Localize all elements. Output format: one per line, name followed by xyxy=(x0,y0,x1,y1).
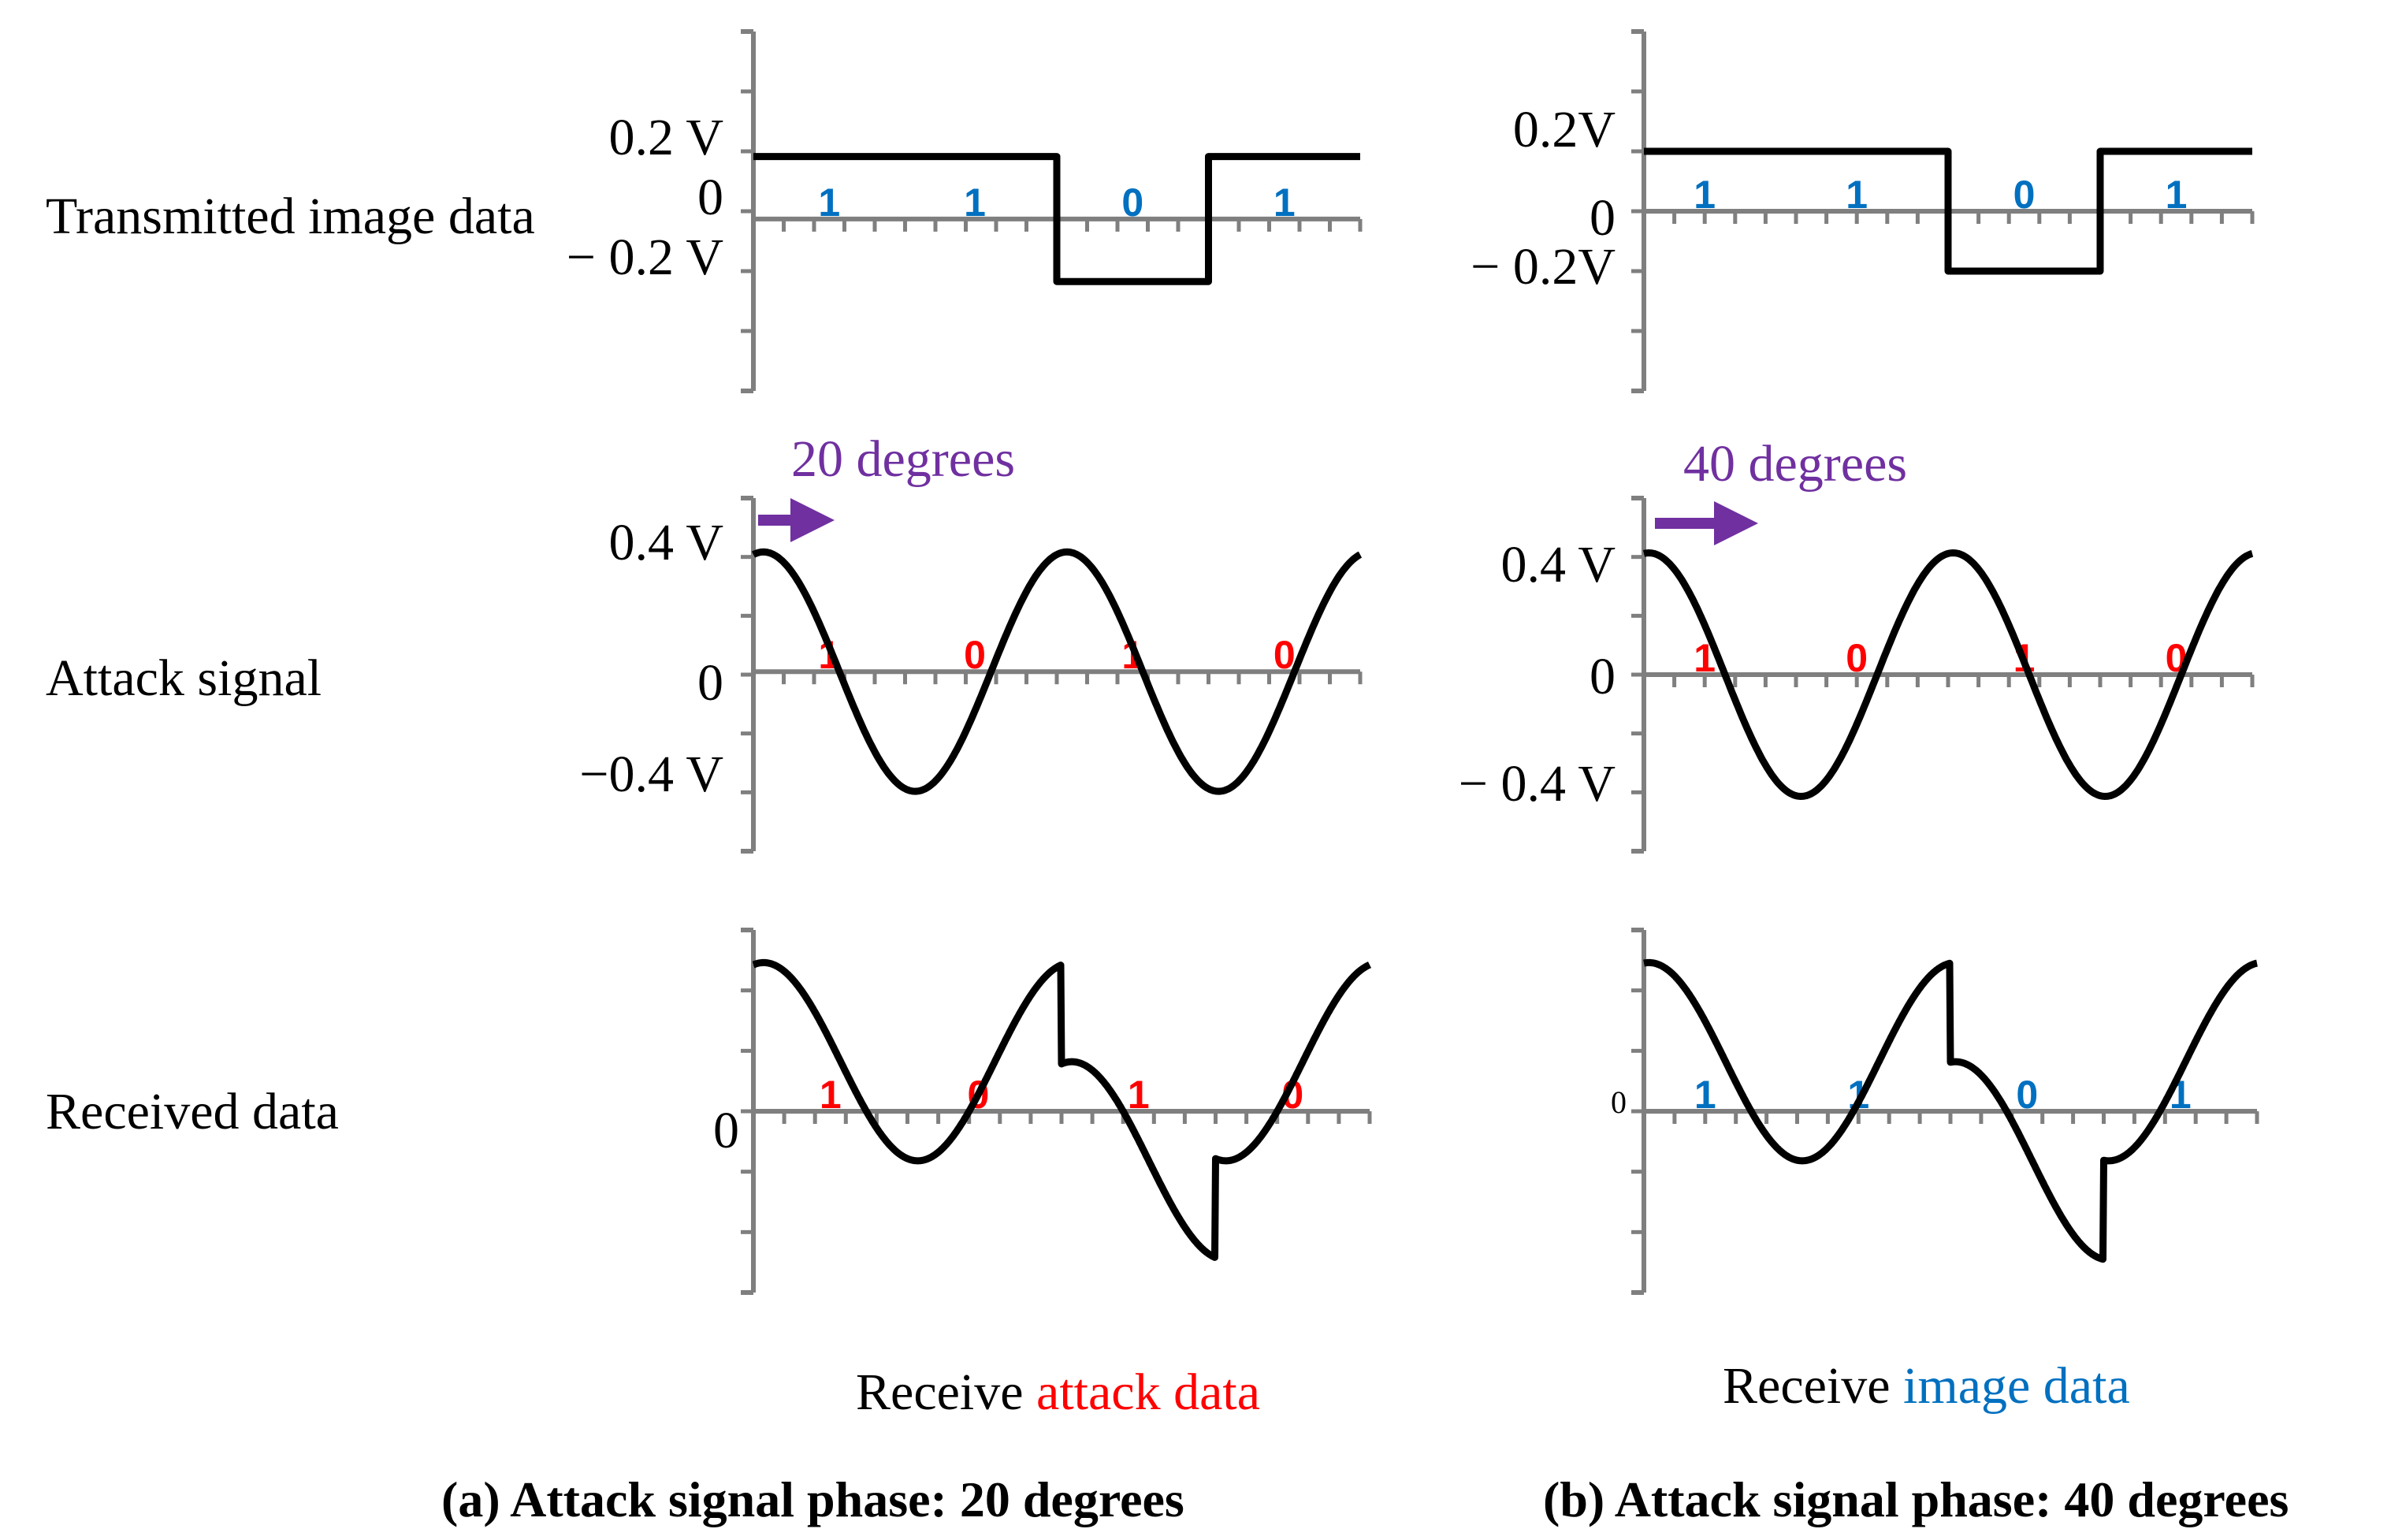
bit-label: 0 xyxy=(1121,180,1143,225)
plot-a-transmitted: 0.2 V0− 0.2 V1 1 0 1 xyxy=(567,29,1363,393)
result-note-b-highlight: image data xyxy=(1903,1357,2130,1415)
result-note-b-prefix: Receive xyxy=(1723,1357,1903,1415)
bit-label: 0 xyxy=(2016,1073,2038,1117)
y-tick-label: 0 xyxy=(1590,189,1616,247)
bit-label: 0 xyxy=(964,633,986,677)
bit-label: 1 xyxy=(818,180,840,225)
transmitted-trace xyxy=(753,153,1360,285)
y-tick-label: 0.2 V xyxy=(609,109,723,166)
bit-label: 0 xyxy=(2013,173,2036,217)
bit-label: 1 xyxy=(2166,173,2188,217)
bit-label: 1 xyxy=(964,180,986,225)
y-tick-label: 0.4 V xyxy=(609,514,723,571)
row-label-transmitted: Transmitted image data xyxy=(46,188,535,245)
y-tick-label: 0.2V xyxy=(1513,101,1616,158)
bit-label: 1 xyxy=(1128,1073,1150,1117)
y-tick-label: 0.4 V xyxy=(1501,536,1616,593)
caption-b: (b) Attack signal phase: 40 degrees xyxy=(1543,1471,2289,1527)
received-trace xyxy=(750,958,1373,1261)
row-label-received: Received data xyxy=(46,1083,339,1140)
phase-label-b: 40 degrees xyxy=(1683,435,1907,493)
transmitted-trace xyxy=(1644,147,2252,275)
result-note-a-prefix: Receive xyxy=(856,1363,1036,1421)
y-tick-label: − 0.4 V xyxy=(1459,755,1616,813)
y-tick-label: 0 xyxy=(1611,1084,1627,1120)
result-note-a-highlight: attack data xyxy=(1036,1363,1260,1421)
caption-a: (a) Attack signal phase: 20 degrees xyxy=(441,1471,1184,1527)
result-note-a: Receive attack data xyxy=(856,1363,1260,1421)
y-tick-label: 0 xyxy=(713,1102,739,1159)
attack-trace xyxy=(1642,549,2254,801)
plot-b-attack: 0.4 V0− 0.4 V1 0 1 0 xyxy=(1459,496,2255,854)
y-tick-label: − 0.2 V xyxy=(567,229,723,286)
y-tick-label: 0 xyxy=(697,169,723,226)
plot-a-received: 01 0 1 0 xyxy=(713,928,1373,1295)
row-label-attack: Attack signal xyxy=(46,649,322,707)
y-tick-label: 0 xyxy=(697,654,723,712)
y-tick-label: −0.4 V xyxy=(579,746,723,803)
bit-label: 1 xyxy=(1694,1073,1716,1117)
plot-b-transmitted: 0.2V0− 0.2V1 1 0 1 xyxy=(1471,29,2255,393)
bit-label: 0 xyxy=(1846,636,1868,680)
phase-label-a: 20 degrees xyxy=(791,430,1015,488)
plot-a-attack: 0.4 V0−0.4 V1 0 1 0 xyxy=(579,496,1363,854)
result-note-b: Receive image data xyxy=(1723,1357,2130,1415)
received-trace xyxy=(1641,958,2260,1263)
bit-label: 1 xyxy=(1274,180,1296,225)
bit-label: 1 xyxy=(820,1073,842,1117)
y-tick-label: − 0.2V xyxy=(1471,238,1616,296)
bit-label: 1 xyxy=(1846,173,1868,217)
y-tick-label: 0 xyxy=(1590,648,1616,705)
bit-label: 1 xyxy=(1694,173,1716,217)
attack-trace xyxy=(751,548,1363,795)
